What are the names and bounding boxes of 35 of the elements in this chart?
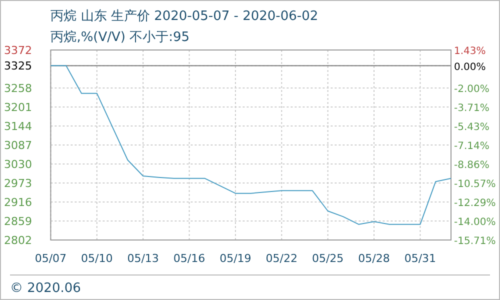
y2-tick-label: -14.00% bbox=[454, 217, 496, 228]
y-tick-label: 3201 bbox=[4, 101, 32, 114]
text: © 2020.06 bbox=[10, 281, 81, 296]
x-tick-label: 05/19 bbox=[220, 252, 252, 265]
x-tick-label: 05/28 bbox=[358, 252, 390, 265]
chart-subtitle: 丙烷,%(V/V) 不小于:95 bbox=[50, 30, 190, 45]
y2-tick-label: -7.14% bbox=[454, 141, 490, 152]
x-tick-label: 05/16 bbox=[173, 252, 206, 265]
y-tick-label: 2859 bbox=[4, 215, 32, 228]
y2-tick-label: 1.43% bbox=[454, 46, 486, 57]
y-tick-label: 3144 bbox=[4, 120, 32, 133]
x-tick-label: 05/07 bbox=[34, 252, 67, 265]
y2-tick-label: -3.71% bbox=[454, 102, 490, 114]
y-tick-label: 3030 bbox=[4, 158, 32, 171]
x-tick-label: 05/31 bbox=[404, 252, 436, 265]
y-tick-label: 2916 bbox=[4, 196, 32, 209]
x-tick-label: 05/22 bbox=[266, 252, 298, 265]
y2-tick-label: -8.86% bbox=[454, 160, 490, 172]
y2-tick-label: -15.71% bbox=[454, 236, 496, 247]
x-tick-label: 05/10 bbox=[81, 252, 113, 265]
y-tick-label: 3325 bbox=[4, 60, 32, 73]
x-tick-label: 05/25 bbox=[312, 252, 344, 265]
y2-tick-label: -2.00% bbox=[454, 84, 490, 96]
y2-tick-label: -5.43% bbox=[454, 122, 490, 134]
y2-tick-label: -10.57% bbox=[454, 179, 496, 190]
y-tick-label: 3087 bbox=[4, 139, 32, 152]
x-tick-label: 05/13 bbox=[127, 252, 159, 265]
y-tick-label: 3258 bbox=[4, 82, 32, 95]
chart-title: 丙烷 山东 生产价 2020-05-07 - 2020-06-02 bbox=[50, 9, 318, 24]
y-tick-label: 2973 bbox=[4, 177, 32, 190]
y-tick-label: 3372 bbox=[4, 44, 32, 57]
line-series bbox=[50, 65, 452, 225]
y2-tick-label: -12.29% bbox=[454, 198, 496, 210]
y2-tick-label: 0.00% bbox=[454, 62, 486, 73]
y-tick-label: 2802 bbox=[4, 234, 32, 247]
